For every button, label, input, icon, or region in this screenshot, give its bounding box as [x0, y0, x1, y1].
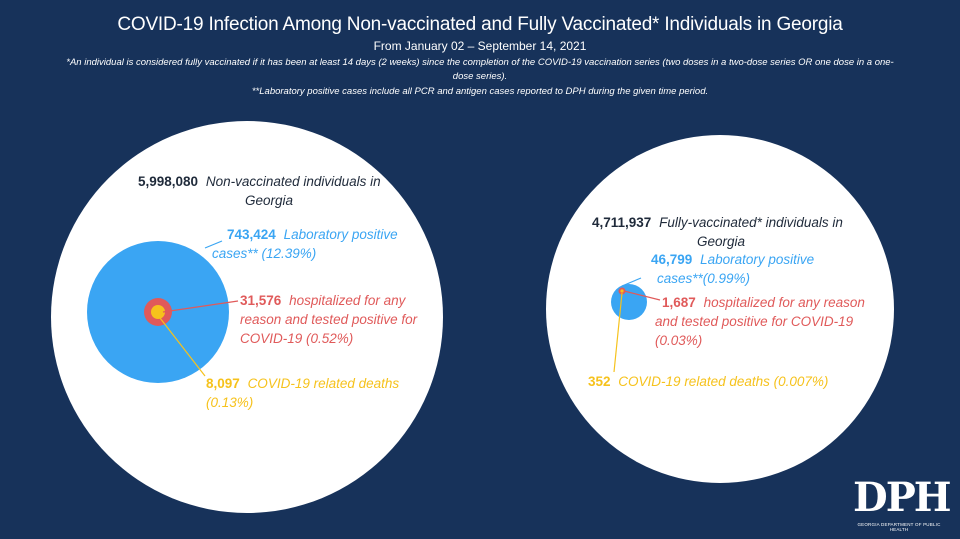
vaccinated-hospitalized-value: 1,687: [662, 295, 696, 310]
vaccinated-population-circle: [546, 135, 894, 483]
vaccinated-deaths-value: 352: [588, 374, 611, 389]
non-vaccinated-deaths-label: 8,097 COVID-19 related deaths (0.13%): [206, 376, 403, 410]
lab-cases-note: **Laboratory positive cases include all …: [251, 86, 709, 97]
vaccinated-population-label: 4,711,937 Fully-vaccinated* individuals …: [592, 215, 847, 249]
non-vaccinated-deaths-leader: [159, 317, 206, 377]
date-range: From January 02 – September 14, 2021: [373, 39, 587, 53]
vaccinated-hospitalized-leader: [623, 290, 661, 301]
vaccinated-deaths-leader: [613, 292, 623, 373]
non-vaccinated-lab-leader: [204, 240, 223, 249]
non-vaccinated-hospitalized-leader: [162, 300, 239, 313]
dph-logo-text: GEORGIA DEPARTMENT OF PUBLIC HEALTH: [857, 522, 941, 532]
non-vaccinated-population-value: 5,998,080: [138, 174, 198, 189]
vaccinated-deaths-label: 352 COVID-19 related deaths (0.007%): [588, 374, 828, 389]
vaccinated-population-value: 4,711,937: [592, 215, 651, 230]
non-vaccinated-deaths-value: 8,097: [206, 376, 240, 391]
non-vaccinated-population-label: 5,998,080 Non-vaccinated individuals in …: [138, 174, 384, 208]
vaccinated-definition-note: *An individual is considered fully vacci…: [66, 57, 894, 82]
vaccinated-group: 4,711,937 Fully-vaccinated* individuals …: [546, 135, 894, 483]
vaccinated-lab-positive-circle: [611, 284, 647, 320]
non-vaccinated-population-circle: [51, 121, 443, 513]
non-vaccinated-group: 5,998,080 Non-vaccinated individuals in …: [51, 121, 443, 513]
non-vaccinated-lab-value: 743,424: [227, 227, 276, 242]
non-vaccinated-lab-label: 743,424 Laboratory positive cases** (12.…: [212, 227, 401, 261]
vaccinated-lab-leader: [621, 277, 642, 287]
dph-logo: DPH GEORGIA DEPARTMENT OF PUBLIC HEALTH: [853, 474, 952, 536]
non-vaccinated-deaths-circle: [151, 305, 165, 319]
non-vaccinated-hospitalized-value: 31,576: [240, 293, 282, 308]
page-title: COVID-19 Infection Among Non-vaccinated …: [117, 14, 843, 35]
vaccinated-lab-label: 46,799 Laboratory positive cases**(0.99%…: [651, 252, 818, 286]
dph-logo-mark: DPH: [853, 474, 952, 521]
vaccinated-hospitalized-label: 1,687 hospitalized for any reason and te…: [655, 295, 869, 348]
vaccinated-lab-value: 46,799: [651, 252, 692, 267]
vaccinated-deaths-circle: [620, 289, 624, 293]
non-vaccinated-hospitalized-label: 31,576 hospitalized for any reason and t…: [240, 293, 421, 346]
